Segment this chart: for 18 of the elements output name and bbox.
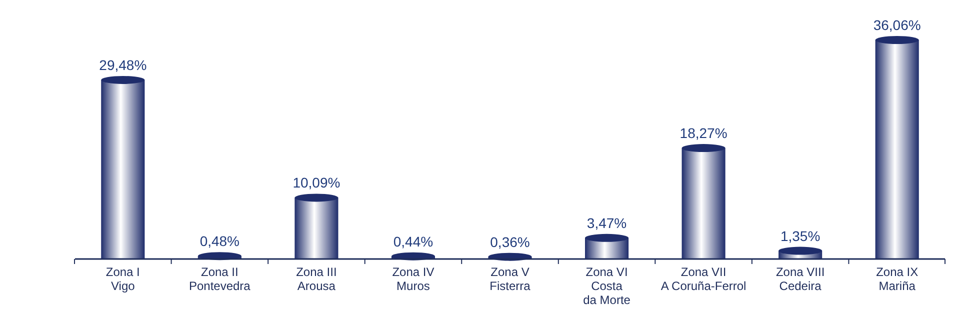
data-label: 36,06%	[873, 17, 921, 33]
x-tick-label: Zona IV Muros	[392, 265, 434, 293]
x-tick-label: Zona V Fisterra	[490, 265, 531, 293]
data-label: 18,27%	[680, 125, 728, 142]
x-tick-label: Zona VII A Coruña-Ferrol	[660, 265, 746, 293]
data-label: 3,47%	[586, 214, 627, 231]
x-tick-label: Zona VIII Cedeira	[776, 265, 825, 293]
data-label: 10,09%	[292, 174, 340, 191]
x-tick-label: Zona I Vigo	[106, 265, 140, 293]
x-tick-label: Zona VI Costa da Morte	[583, 265, 631, 307]
data-label: 29,48%	[99, 56, 147, 73]
x-tick-label: Zona III Arousa	[296, 265, 337, 293]
data-label: 0,48%	[200, 233, 240, 250]
data-label: 0,44%	[393, 233, 434, 250]
data-label: 1,35%	[780, 228, 820, 244]
x-tick-label: Zona II Pontevedra	[188, 265, 251, 293]
x-tick-label: Zona IX Mariña	[876, 265, 918, 293]
data-label: 0,36%	[490, 234, 530, 250]
